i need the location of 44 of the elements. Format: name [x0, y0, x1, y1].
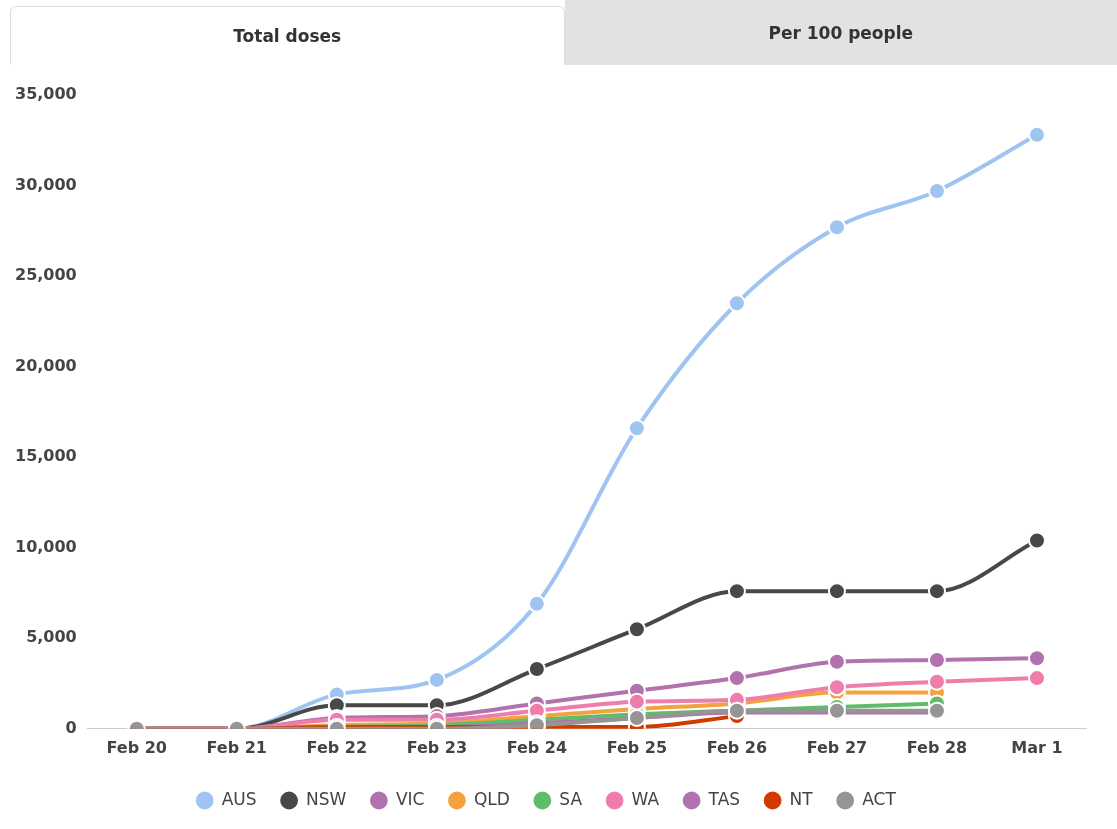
point: [1027, 649, 1046, 668]
point: [727, 294, 746, 313]
point: [827, 218, 846, 237]
x-tick-label: Feb 26: [706, 737, 768, 757]
point: [627, 692, 646, 711]
legend-label: AUS: [221, 788, 257, 809]
point: [927, 672, 946, 691]
legend-label: SA: [559, 788, 583, 809]
point: [1027, 125, 1046, 144]
legend-label: VIC: [395, 788, 425, 809]
point: [927, 582, 946, 601]
x-tick-label: Feb 25: [606, 737, 668, 757]
legend-label: NT: [789, 788, 814, 809]
point: [827, 582, 846, 601]
x-tick-label: Feb 22: [306, 737, 368, 757]
legend-label: TAS: [707, 788, 741, 809]
x-tick-label: Feb 21: [206, 737, 267, 757]
legend-label: NSW: [306, 788, 347, 809]
x-tick-label: Feb 28: [906, 737, 968, 757]
y-tick-label: 0: [65, 717, 77, 737]
text: Total doses: [10, 6, 565, 65]
text: Per 100 people: [564, 0, 1117, 65]
point: [627, 419, 646, 438]
y-tick-label: 30,000: [14, 174, 77, 194]
point: [1027, 531, 1046, 550]
y-tick-label: 35,000: [14, 84, 77, 104]
point: [727, 582, 746, 601]
legend-label: WA: [631, 788, 660, 809]
y-tick-label: 10,000: [14, 536, 77, 556]
x-tick-label: Feb 24: [506, 737, 568, 757]
legend-label: ACT: [862, 788, 897, 809]
legend-label: QLD: [473, 788, 510, 809]
point: [827, 678, 846, 697]
y-tick-label: 15,000: [14, 446, 77, 466]
point: [627, 620, 646, 639]
y-tick-label: 20,000: [14, 355, 77, 375]
point: [827, 652, 846, 671]
x-tick-label: Feb 27: [806, 737, 868, 757]
y-tick-label: 25,000: [14, 265, 77, 285]
y-tick-label: 5,000: [26, 627, 77, 647]
x-tick-label: Feb 23: [406, 737, 468, 757]
x-tick-label: Feb 20: [106, 737, 167, 757]
point: [527, 594, 546, 613]
x-tick-label: Mar 1: [1011, 737, 1063, 757]
